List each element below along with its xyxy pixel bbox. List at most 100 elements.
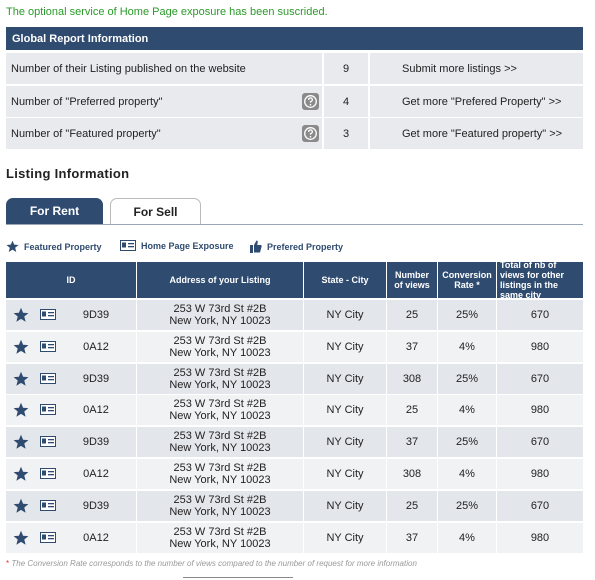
conversion-rate: 25% <box>437 300 496 330</box>
views: 25 <box>386 490 437 521</box>
thumb-icon <box>250 240 262 253</box>
star-icon <box>13 402 29 421</box>
address-line: New York, NY 10023 <box>169 442 271 455</box>
address-line: New York, NY 10023 <box>169 410 271 423</box>
column-header: Total of nb of views for other listings … <box>496 260 583 300</box>
card-icon <box>40 404 56 418</box>
listing-id: 9D39 <box>82 499 110 512</box>
address-line: 253 W 73rd St #2B <box>173 493 267 506</box>
column-header: Address of your Listing <box>136 262 303 298</box>
table-row: 9D39 253 W 73rd St #2B New York, NY 10023 N… <box>6 363 583 394</box>
help-icon[interactable] <box>302 125 319 142</box>
address-line: 253 W 73rd St #2B <box>173 430 267 443</box>
listing-address: 253 W 73rd St #2B New York, NY 10023 <box>136 331 303 362</box>
global-link[interactable]: Get more "Prefered Property" >> <box>402 95 562 108</box>
state-city: NY City <box>303 395 386 426</box>
column-header: Number of views <box>386 262 437 298</box>
views: 308 <box>386 459 437 489</box>
star-icon <box>13 339 29 358</box>
city-views: 670 <box>496 427 583 458</box>
global-value: 4 <box>322 86 370 117</box>
address-line: 253 W 73rd St #2B <box>173 462 267 474</box>
listing-id: 9D39 <box>82 372 110 385</box>
conversion-rate: 4% <box>437 522 496 553</box>
table-row: 9D39 253 W 73rd St #2B New York, NY 10023 N… <box>6 490 583 521</box>
card-icon <box>40 309 56 323</box>
column-header: Conversion Rate * <box>437 262 496 298</box>
city-views: 670 <box>496 363 583 394</box>
listing-id: 0A12 <box>83 531 109 544</box>
global-value: 3 <box>322 118 370 149</box>
legend-item: Home Page Exposure <box>120 240 234 251</box>
address-line: 253 W 73rd St #2B <box>173 525 267 538</box>
state-city: NY City <box>303 490 386 521</box>
views: 25 <box>386 395 437 426</box>
listing-id: 0A12 <box>83 404 109 417</box>
legend-item: Featured Property <box>6 240 102 253</box>
address-line: New York, NY 10023 <box>169 346 271 359</box>
state-city: NY City <box>303 522 386 553</box>
conversion-rate: 25% <box>437 363 496 394</box>
global-value: 9 <box>322 53 370 84</box>
global-link[interactable]: Get more "Featured property" >> <box>402 127 563 140</box>
address-line: 253 W 73rd St #2B <box>173 334 267 347</box>
conversion-rate: 4% <box>437 395 496 426</box>
help-icon[interactable] <box>302 93 319 110</box>
star-icon <box>13 530 29 549</box>
column-header: State - City <box>303 262 386 298</box>
star-icon <box>6 240 19 253</box>
global-link[interactable]: Submit more listings >> <box>402 62 517 75</box>
state-city: NY City <box>303 300 386 330</box>
card-icon <box>40 531 56 546</box>
legend-label: Prefered Property <box>267 241 344 252</box>
listing-id: 9D39 <box>82 436 110 449</box>
city-views: 980 <box>496 459 583 489</box>
legend-item: Prefered Property <box>250 240 343 253</box>
views: 308 <box>386 363 437 394</box>
city-views: 980 <box>496 395 583 426</box>
state-city: NY City <box>303 331 386 362</box>
listing-title: Listing Information <box>6 166 130 181</box>
card-icon <box>40 436 56 450</box>
city-views: 670 <box>496 300 583 330</box>
listing-address: 253 W 73rd St #2B New York, NY 10023 <box>136 395 303 426</box>
address-line: New York, NY 10023 <box>169 378 271 391</box>
state-city: NY City <box>303 459 386 489</box>
listing-id: 9D39 <box>82 309 110 321</box>
global-label: Number of "Preferred property" <box>11 95 163 108</box>
views: 37 <box>386 427 437 458</box>
card-icon <box>40 499 56 514</box>
legend-label: Featured Property <box>24 241 102 252</box>
card-icon <box>40 468 56 482</box>
divider <box>183 577 293 578</box>
table-row: 0A12 253 W 73rd St #2B New York, NY 10023 N… <box>6 395 583 426</box>
address-line: New York, NY 10023 <box>169 474 271 486</box>
global-row: Number of "Preferred property" 4 Get mor… <box>6 86 583 117</box>
city-views: 980 <box>496 522 583 553</box>
state-city: NY City <box>303 363 386 394</box>
star-icon <box>13 498 29 517</box>
tab-active[interactable]: For Sell <box>110 198 201 225</box>
table-row: 9D39 253 W 73rd St #2B New York, NY 10023 N… <box>6 427 583 458</box>
card-icon <box>40 372 56 387</box>
conversion-rate: 4% <box>437 459 496 489</box>
city-views: 980 <box>496 331 583 362</box>
address-line: 253 W 73rd St #2B <box>173 303 267 315</box>
listing-address: 253 W 73rd St #2B New York, NY 10023 <box>136 363 303 394</box>
listing-id: 0A12 <box>83 468 109 480</box>
table-row: 0A12 253 W 73rd St #2B New York, NY 10023 N… <box>6 331 583 362</box>
table-row: 9D39 253 W 73rd St #2B New York, NY 10023 N… <box>6 300 583 330</box>
address-line: New York, NY 10023 <box>169 537 271 550</box>
address-line: 253 W 73rd St #2B <box>173 366 267 379</box>
views: 37 <box>386 331 437 362</box>
star-icon <box>13 371 29 390</box>
tab[interactable]: For Rent <box>6 198 103 224</box>
star-icon <box>13 307 29 326</box>
city-views: 670 <box>496 490 583 521</box>
global-report-title: Global Report Information <box>6 27 583 50</box>
card-icon <box>40 340 56 355</box>
address-line: New York, NY 10023 <box>169 315 271 327</box>
footnote-text: The Conversion Rate corresponds to the n… <box>11 559 417 568</box>
table-row: 0A12 253 W 73rd St #2B New York, NY 10023 N… <box>6 459 583 489</box>
conversion-rate: 4% <box>437 331 496 362</box>
